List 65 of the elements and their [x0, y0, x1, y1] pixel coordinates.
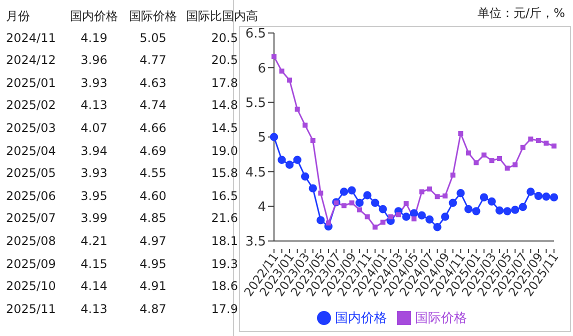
data-label: 4.14 — [80, 279, 108, 296]
y-tick-label: 4.5 — [245, 165, 266, 180]
data-label: 4.74 — [138, 98, 168, 114]
data-label: 4.19 — [80, 30, 108, 47]
category-label: 2025/04 — [6, 144, 57, 160]
y-tick-label: 3.5 — [245, 234, 266, 250]
category-label: 2025/10 — [6, 279, 57, 296]
data-label: 4.60 — [138, 188, 168, 205]
data-label: 3.99 — [80, 211, 108, 228]
data-label: 20.5 — [210, 30, 238, 47]
y-tick-label: 6.5 — [245, 26, 266, 42]
data-label: 18.1 — [210, 234, 238, 250]
category-label: 2025/06 — [6, 188, 57, 205]
data-label: 14.8 — [210, 98, 238, 114]
category-label: 2024/11 — [6, 30, 57, 47]
data-label: 4.21 — [80, 234, 108, 250]
y-tick-label: 5 — [258, 130, 266, 146]
y-tick-label: 4 — [258, 200, 266, 215]
data-label: 21.6 — [210, 211, 238, 228]
y-tick-label: 5.5 — [245, 96, 266, 111]
legend-label: 国际价格 — [415, 311, 467, 326]
data-label: 18.6 — [210, 279, 238, 296]
data-label: 4.63 — [138, 76, 168, 92]
data-label: 3.95 — [80, 188, 108, 205]
data-label: 20.5 — [210, 53, 238, 70]
data-label: 3.96 — [80, 53, 108, 70]
data-label: 4.55 — [138, 166, 168, 182]
category-label: 2025/07 — [6, 211, 57, 228]
text: 国内价格 — [69, 8, 119, 25]
data-label: 4.87 — [138, 302, 168, 318]
data-label: 4.97 — [138, 234, 168, 250]
text: 国际比国内高 — [186, 8, 258, 25]
category-label: 2025/11 — [6, 302, 57, 318]
data-label: 3.93 — [80, 166, 108, 182]
category-label: 2025/08 — [6, 234, 57, 250]
data-label: 4.13 — [80, 302, 108, 318]
category-label: 2025/01 — [6, 76, 57, 92]
data-label: 4.15 — [80, 256, 108, 273]
y-tick-label: 6 — [258, 61, 266, 76]
text: 月份 — [6, 8, 31, 25]
data-label: 4.77 — [138, 53, 168, 70]
data-label: 17.9 — [210, 302, 238, 318]
data-label: 4.69 — [138, 144, 168, 160]
category-label: 2025/05 — [6, 166, 57, 182]
text: 单位：元/斤，% — [478, 5, 565, 22]
data-label: 14.5 — [210, 121, 238, 137]
data-label: 3.94 — [80, 144, 108, 160]
legend-label: 国内价格 — [335, 311, 387, 326]
data-label: 4.13 — [80, 98, 108, 114]
data-label: 4.66 — [138, 121, 168, 137]
data-label: 4.07 — [80, 121, 108, 137]
data-label: 16.5 — [210, 188, 238, 205]
data-label: 15.8 — [210, 166, 238, 182]
data-label: 4.85 — [138, 211, 168, 228]
data-label: 19.0 — [210, 144, 238, 160]
data-label: 4.95 — [138, 256, 168, 273]
category-label: 2025/02 — [6, 98, 57, 114]
data-label: 17.8 — [210, 76, 238, 92]
data-label: 3.93 — [80, 76, 108, 92]
data-label: 19.3 — [210, 256, 238, 273]
category-label: 2025/03 — [6, 121, 57, 137]
data-label: 5.05 — [138, 30, 168, 47]
text: 国际价格 — [128, 8, 178, 25]
category-label: 2024/12 — [6, 53, 57, 70]
data-label: 4.91 — [138, 279, 168, 296]
